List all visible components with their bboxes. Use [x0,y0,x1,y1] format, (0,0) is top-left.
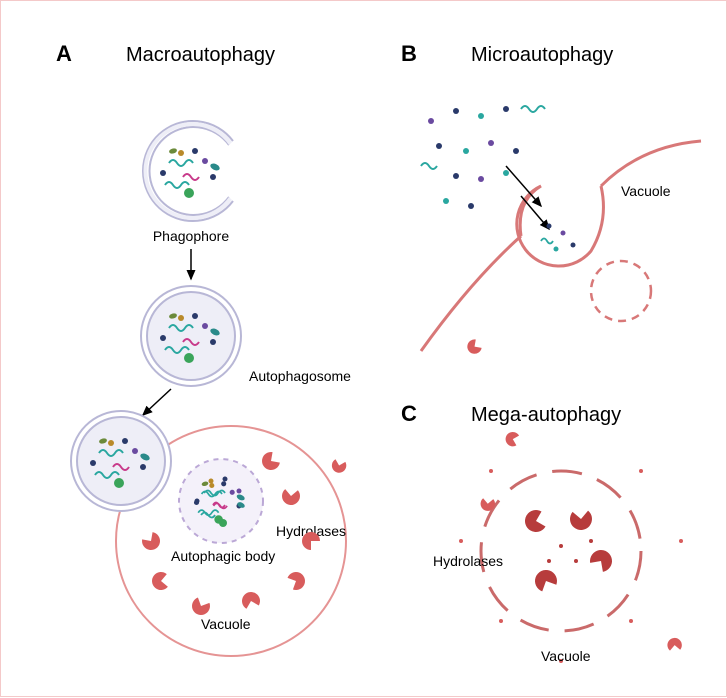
vacuole-b-membrane [421,141,701,351]
panel-a-letter: A [56,41,72,66]
autophagic-body-label: Autophagic body [171,548,275,564]
invagination-cargo [541,224,576,252]
hydrolases-c-label: Hydrolases [433,553,503,569]
vacuole-c-membrane [481,471,641,631]
panel-b-letter: B [401,41,417,66]
phagophore [143,121,233,221]
vacuole-c-label: Vacuole [541,648,591,664]
panel-b-title: Microautophagy [471,44,613,66]
panel-c-letter: C [401,401,417,426]
vacuole-a-label: Vacuole [201,616,251,632]
panel-a-title: Macroautophagy [126,44,275,66]
arrow-autophagosome-to-vacuole [143,389,171,415]
vacuole-b-label: Vacuole [621,183,671,199]
hydrolases-c-inside [521,504,614,596]
fusing-autophagosome [71,411,171,511]
panel-c: C Mega-autophagy [329,338,697,698]
panel-b: B Microautophagy [401,41,701,351]
released-body-b [591,261,651,321]
cargo-cloud-b [421,106,545,209]
autophagosome [141,286,241,386]
arrow-b-2 [521,196,549,229]
autophagic-body [179,459,263,543]
panel-a: A Macroautophagy Phagophore Autophagosom… [56,41,351,656]
phagophore-label: Phagophore [153,228,230,244]
panel-c-title: Mega-autophagy [471,404,621,426]
hydrolases-c-outside [329,338,697,698]
autophagosome-label: Autophagosome [249,368,351,384]
